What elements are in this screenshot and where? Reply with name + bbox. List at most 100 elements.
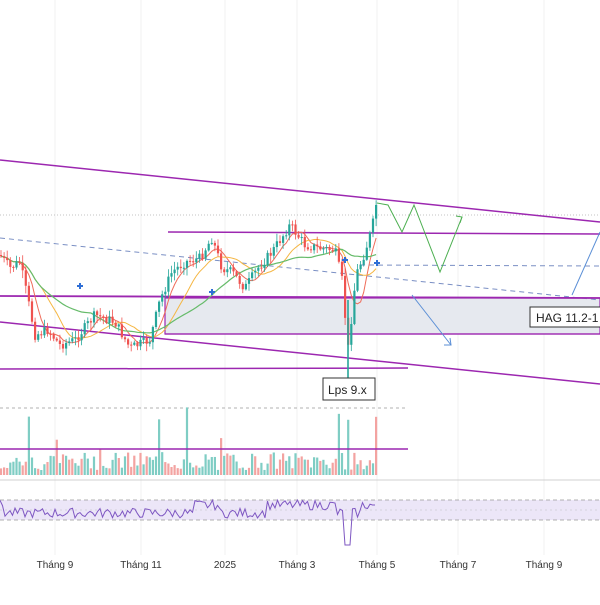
x-tick-label: Tháng 11	[120, 560, 162, 571]
candle-body	[247, 278, 251, 284]
candle-body	[120, 324, 123, 338]
volume-bar	[154, 456, 158, 475]
volume-bar	[99, 449, 102, 475]
support-line[interactable]	[0, 295, 600, 299]
grid-lines	[54, 0, 545, 555]
candle-body	[86, 321, 89, 324]
candle-body	[92, 311, 96, 323]
volume-bar	[238, 468, 241, 475]
hag-zone-annotation[interactable]: HAG 11.2-1	[529, 306, 600, 328]
volume-bar	[285, 460, 288, 475]
projection-path	[376, 202, 463, 274]
volume-bar	[182, 459, 185, 475]
volume-bar	[185, 407, 189, 475]
volume-bar	[102, 465, 105, 475]
volume-bar	[145, 456, 148, 475]
volume-bar	[74, 463, 77, 475]
volume-bar	[161, 452, 164, 475]
volume-bar	[108, 468, 111, 475]
volume-bar	[353, 452, 356, 475]
volume-bar	[24, 461, 27, 475]
volume-bar	[136, 465, 139, 475]
signal-markers	[77, 257, 380, 295]
candle-body	[375, 205, 378, 219]
volume-bar	[114, 452, 117, 475]
volume-bar	[331, 462, 334, 475]
candle-body	[139, 339, 142, 347]
volume-bar	[71, 458, 74, 475]
volume-bar	[142, 464, 145, 475]
candle-body	[142, 337, 145, 340]
candle-body	[40, 334, 43, 336]
volume-bar	[68, 459, 71, 475]
volume-bar	[309, 467, 313, 475]
candle-body	[300, 237, 303, 239]
volume-bar	[170, 467, 173, 475]
candle-body	[331, 250, 334, 252]
arrow-down	[411, 294, 452, 346]
volume-bar	[291, 468, 294, 475]
candle-body	[216, 245, 220, 254]
support-zone[interactable]	[164, 297, 600, 335]
candle-body	[294, 224, 297, 235]
volume-bar	[80, 458, 83, 475]
volume-bar	[232, 454, 235, 475]
candle-body	[71, 338, 74, 342]
candle-body	[99, 315, 102, 317]
bottom-support-line[interactable]	[0, 367, 409, 370]
candle-body	[58, 340, 61, 344]
candle-body	[52, 334, 55, 339]
volume-bar	[92, 456, 96, 475]
volume-bar	[226, 453, 229, 475]
x-tick-label: Tháng 3	[279, 560, 316, 571]
candle-body	[207, 243, 210, 251]
volume-bar	[201, 466, 204, 475]
candle-body	[235, 271, 238, 276]
candle-body	[220, 253, 223, 270]
volume-bar	[77, 465, 80, 475]
candle-body	[46, 327, 49, 335]
candle-body	[161, 294, 164, 302]
resistance-line[interactable]	[167, 231, 600, 235]
volume-bar	[297, 457, 300, 475]
candle-body	[344, 275, 347, 318]
volume-bar	[288, 456, 291, 475]
candle-body	[136, 342, 139, 347]
lps-annotation[interactable]: Lps 9.x	[322, 377, 376, 401]
volume-bar	[96, 469, 99, 475]
candle-body	[303, 237, 306, 248]
candle-body	[340, 261, 344, 276]
volume-bar	[365, 465, 368, 475]
candle-body	[176, 266, 179, 270]
candle-body	[3, 256, 6, 258]
candle-body	[145, 337, 148, 344]
candle-body	[114, 322, 117, 327]
volume-bar	[130, 466, 133, 475]
volume-bar	[210, 457, 213, 475]
candle-body	[170, 273, 173, 277]
candle-body	[350, 324, 353, 345]
volume-bar	[362, 469, 365, 475]
volume-bar	[37, 468, 40, 475]
volume-bar	[207, 459, 210, 475]
volume-bar	[254, 456, 257, 475]
candle-body	[285, 235, 288, 237]
candle-body	[173, 269, 176, 274]
candle-body	[201, 253, 204, 259]
volume-bar	[257, 467, 260, 475]
volume-bar	[269, 454, 272, 475]
x-tick-label: Tháng 9	[37, 560, 74, 571]
upper-channel-line[interactable]	[0, 159, 600, 223]
volume-bar	[9, 462, 12, 475]
arrow-down-head	[444, 337, 452, 346]
candle-body	[306, 247, 309, 250]
volume-bar	[148, 457, 151, 475]
candle-body	[319, 246, 322, 250]
candle-body	[108, 316, 111, 323]
candle-body	[291, 224, 294, 226]
candle-body	[189, 260, 192, 262]
volume-bar	[86, 458, 89, 475]
candle-body	[74, 337, 77, 339]
lower-channel-line[interactable]	[0, 321, 600, 385]
